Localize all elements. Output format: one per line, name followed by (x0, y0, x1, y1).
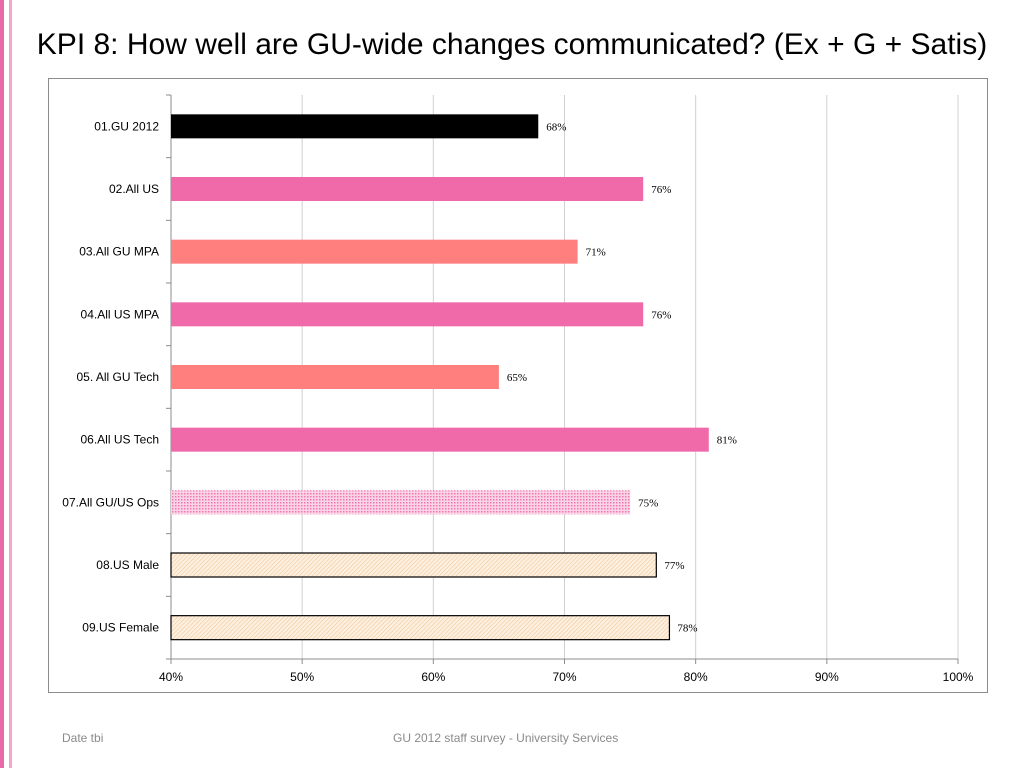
x-tick-label-40: 40% (159, 670, 183, 684)
category-label-4: 04.All US MPA (81, 307, 159, 321)
data-label-2: 76% (651, 184, 671, 196)
x-tick-label-80: 80% (684, 670, 708, 684)
category-label-3: 03.All GU MPA (79, 245, 159, 259)
decorative-stripe-inner (9, 0, 12, 768)
bar-3 (171, 239, 578, 264)
bar-9 (170, 615, 671, 641)
category-label-6: 06.All US Tech (81, 433, 160, 447)
footer-date: Date tbi (62, 731, 104, 745)
slide-title: KPI 8: How well are GU-wide changes comm… (36, 28, 988, 61)
decorative-stripe-outer (0, 0, 4, 768)
data-label-7: 75% (638, 497, 658, 509)
x-tick-label-70: 70% (552, 670, 576, 684)
bar-4 (171, 302, 644, 327)
data-label-4: 76% (651, 309, 671, 321)
category-label-7: 07.All GU/US Ops (62, 495, 159, 509)
bar-1 (171, 114, 539, 139)
category-label-8: 08.US Male (96, 558, 159, 572)
bar-8 (170, 552, 657, 578)
category-label-9: 09.US Female (82, 621, 159, 635)
bar-5 (171, 365, 499, 389)
x-tick-label-100: 100% (943, 670, 974, 684)
category-label-1: 01.GU 2012 (94, 119, 159, 133)
category-label-5: 05. All GU Tech (77, 370, 160, 384)
data-label-9: 78% (677, 623, 697, 635)
bar-6 (171, 427, 709, 452)
data-label-8: 77% (664, 560, 684, 572)
chart-frame: 40% 50% 60% 70% 80% 90% 100% 01.GU 2012 68% 02.Al… (48, 78, 988, 693)
data-label-6: 81% (717, 435, 737, 447)
data-label-1: 68% (546, 121, 566, 133)
bar-2 (171, 177, 644, 201)
bar-7 (171, 490, 631, 515)
data-label-3: 71% (586, 247, 606, 259)
data-label-5: 65% (507, 372, 527, 384)
x-tick-label-60: 60% (421, 670, 445, 684)
footer-survey-title: GU 2012 staff survey - University Servic… (393, 731, 619, 745)
x-tick-label-90: 90% (815, 670, 839, 684)
x-tick-label-50: 50% (290, 670, 314, 684)
bar-chart: 40% 50% 60% 70% 80% 90% 100% 01.GU 2012 68% 02.Al… (62, 94, 974, 684)
category-label-2: 02.All US (109, 182, 159, 196)
